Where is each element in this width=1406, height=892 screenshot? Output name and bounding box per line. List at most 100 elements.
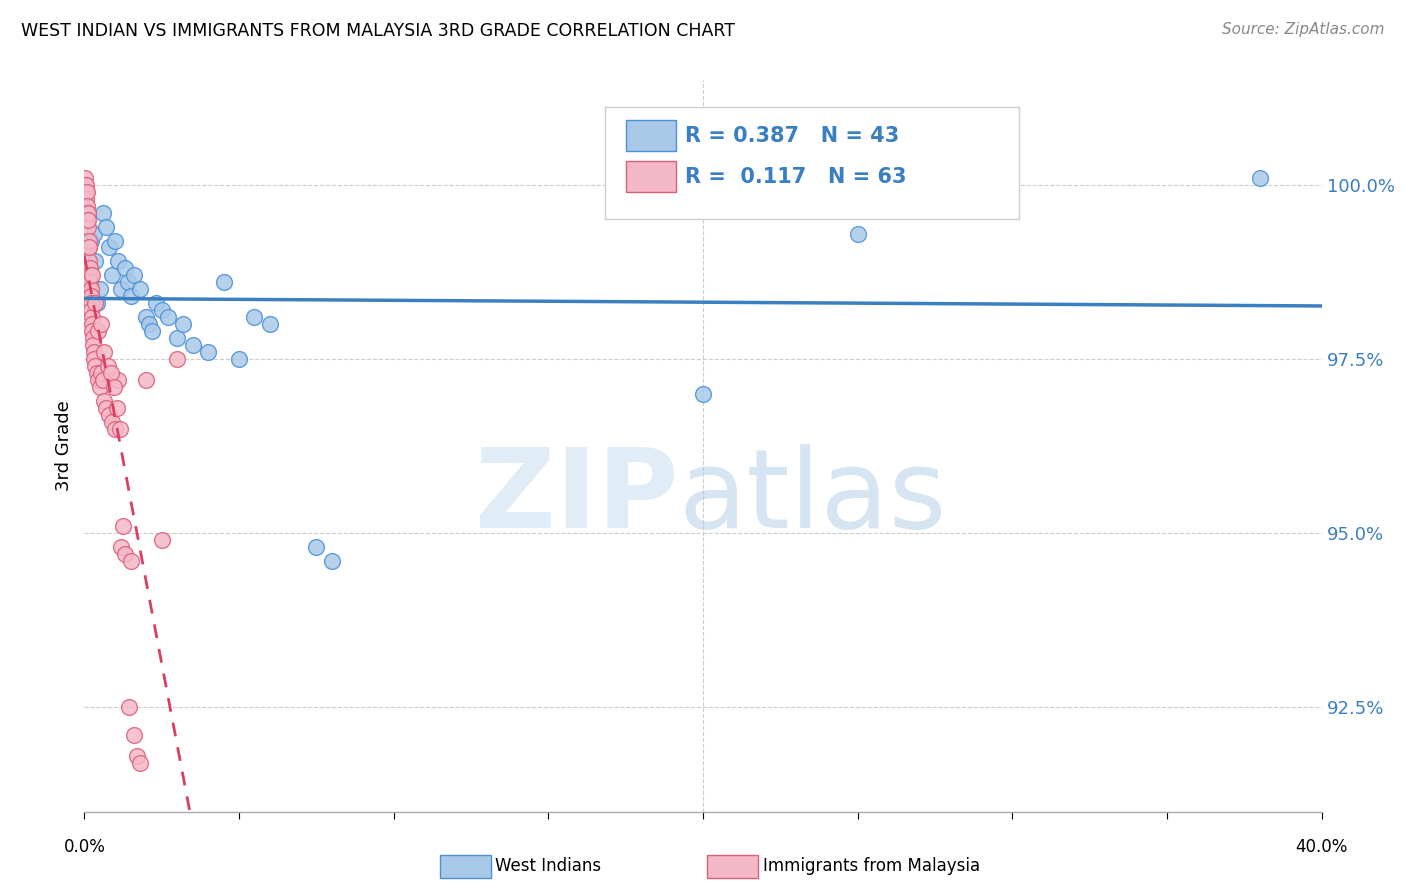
Point <box>75 192 97 206</box>
Point <box>145 296 167 310</box>
Point <box>89 380 111 394</box>
Text: 40.0%: 40.0% <box>1295 838 1348 856</box>
Point <box>122 268 145 283</box>
Point <box>122 728 145 742</box>
Point <box>98 240 121 254</box>
Point <box>87 324 110 338</box>
Point <box>112 519 135 533</box>
Text: Immigrants from Malaysia: Immigrants from Malaysia <box>763 857 980 875</box>
Text: atlas: atlas <box>678 443 946 550</box>
Point <box>104 421 127 435</box>
Point <box>93 345 115 359</box>
Point <box>100 366 122 380</box>
Point <box>89 282 111 296</box>
Point <box>129 756 152 770</box>
Text: 0.0%: 0.0% <box>63 838 105 856</box>
Point <box>84 254 107 268</box>
Point <box>76 219 98 234</box>
Point <box>83 227 105 241</box>
Point <box>110 282 132 296</box>
Point <box>90 317 112 331</box>
Text: R =  0.117   N = 63: R = 0.117 N = 63 <box>685 167 907 186</box>
Point <box>94 219 117 234</box>
Point <box>75 178 97 192</box>
Point <box>77 205 100 219</box>
Text: R = 0.387   N = 43: R = 0.387 N = 43 <box>685 126 898 145</box>
Point <box>76 185 98 199</box>
Point <box>82 324 104 338</box>
Point <box>156 310 179 325</box>
Point <box>86 366 108 380</box>
Point <box>77 240 100 254</box>
Point <box>846 227 869 241</box>
Point <box>259 317 281 331</box>
Point <box>150 303 173 318</box>
Point <box>120 289 142 303</box>
Point <box>101 415 124 429</box>
Point <box>91 373 114 387</box>
Point <box>129 282 152 296</box>
Point <box>135 310 157 325</box>
Text: WEST INDIAN VS IMMIGRANTS FROM MALAYSIA 3RD GRADE CORRELATION CHART: WEST INDIAN VS IMMIGRANTS FROM MALAYSIA … <box>21 22 735 40</box>
Point <box>120 554 142 568</box>
Point <box>138 317 160 331</box>
Point <box>82 331 104 345</box>
Point <box>212 275 235 289</box>
Point <box>166 331 188 345</box>
Point <box>96 359 118 373</box>
Point <box>79 234 101 248</box>
Point <box>79 234 101 248</box>
Point <box>166 351 188 366</box>
Point <box>76 240 98 254</box>
Point <box>80 310 103 325</box>
Text: ZIP: ZIP <box>475 443 678 550</box>
Point <box>101 268 124 283</box>
Point <box>105 401 128 415</box>
Point <box>75 185 97 199</box>
Point <box>76 212 98 227</box>
Point <box>1249 170 1271 185</box>
Point <box>94 401 117 415</box>
Point <box>108 421 131 435</box>
Point <box>77 254 100 268</box>
Point <box>83 351 105 366</box>
Point <box>79 261 101 276</box>
Point <box>692 386 714 401</box>
Point <box>321 554 343 568</box>
Point <box>98 408 121 422</box>
Point <box>76 199 98 213</box>
Point <box>103 380 125 394</box>
Point <box>76 268 98 283</box>
Point <box>77 282 100 296</box>
Point <box>77 261 100 276</box>
Y-axis label: 3rd Grade: 3rd Grade <box>55 401 73 491</box>
Point <box>228 351 250 366</box>
Point <box>117 275 139 289</box>
Point <box>80 289 103 303</box>
Point <box>83 345 105 359</box>
Point <box>125 749 148 764</box>
Point <box>82 268 104 283</box>
Point <box>84 296 107 310</box>
Point <box>91 205 114 219</box>
Point <box>82 338 104 352</box>
Point <box>141 324 163 338</box>
Point <box>135 373 157 387</box>
Point <box>84 359 107 373</box>
Point <box>77 212 100 227</box>
Point <box>79 268 101 283</box>
Point <box>80 296 103 310</box>
Point <box>79 275 101 289</box>
Point <box>82 317 104 331</box>
Point <box>86 296 108 310</box>
Point <box>82 289 104 303</box>
Point <box>76 205 98 219</box>
Point <box>73 170 96 185</box>
Point <box>172 317 194 331</box>
Point <box>107 373 129 387</box>
Point <box>79 275 101 289</box>
Point <box>75 247 97 261</box>
Point <box>150 533 173 547</box>
Point <box>104 234 127 248</box>
Point <box>77 240 100 254</box>
